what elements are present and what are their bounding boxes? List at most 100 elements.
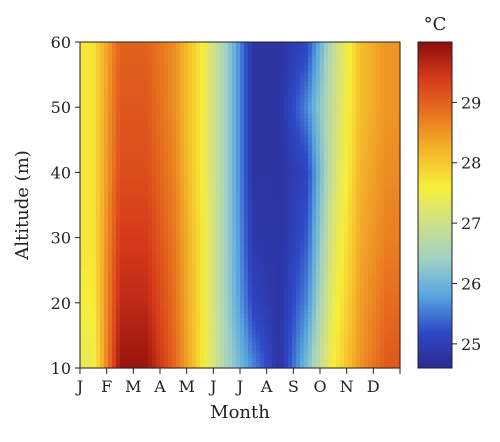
- heatmap-cell: [184, 246, 189, 251]
- heatmap-cell: [224, 42, 229, 47]
- heatmap-cell: [180, 154, 185, 159]
- heatmap-cell: [116, 130, 121, 135]
- heatmap-cell: [108, 242, 113, 247]
- heatmap-cell: [124, 50, 129, 55]
- heatmap-cell: [296, 226, 301, 231]
- heatmap-cell: [308, 78, 313, 83]
- heatmap-cell: [388, 66, 393, 71]
- heatmap-cell: [212, 82, 217, 87]
- heatmap-cell: [140, 66, 145, 71]
- heatmap-cell: [104, 114, 109, 119]
- heatmap-cell: [360, 86, 365, 91]
- heatmap-cell: [196, 114, 201, 119]
- heatmap-cell: [260, 238, 265, 243]
- heatmap-cell: [344, 222, 349, 227]
- heatmap-cell: [88, 130, 93, 135]
- heatmap-cell: [224, 106, 229, 111]
- heatmap-cell: [352, 54, 357, 59]
- heatmap-cell: [324, 210, 329, 215]
- heatmap-cell: [164, 138, 169, 143]
- heatmap-cell: [244, 186, 249, 191]
- heatmap-cell: [296, 62, 301, 67]
- heatmap-cell: [344, 138, 349, 143]
- heatmap-cell: [116, 266, 121, 271]
- heatmap-cell: [264, 258, 269, 263]
- heatmap-cell: [216, 226, 221, 231]
- heatmap-cell: [184, 186, 189, 191]
- heatmap-cell: [208, 194, 213, 199]
- heatmap-cell: [112, 198, 117, 203]
- heatmap-cell: [260, 102, 265, 107]
- heatmap-cell: [288, 118, 293, 123]
- heatmap-cell: [320, 90, 325, 95]
- heatmap-cell: [172, 170, 177, 175]
- heatmap-cell: [260, 130, 265, 135]
- heatmap-cell: [260, 94, 265, 99]
- heatmap-cell: [332, 230, 337, 235]
- heatmap-cell: [312, 270, 317, 275]
- heatmap-cell: [292, 230, 297, 235]
- heatmap-cell: [80, 58, 85, 63]
- heatmap-cell: [336, 254, 341, 259]
- heatmap-cell: [272, 254, 277, 259]
- heatmap-cell: [384, 150, 389, 155]
- heatmap-cell: [348, 194, 353, 199]
- heatmap-cell: [188, 114, 193, 119]
- heatmap-cell: [240, 126, 245, 131]
- heatmap-cell: [92, 238, 97, 243]
- heatmap-cell: [316, 130, 321, 135]
- heatmap-cell: [144, 146, 149, 151]
- heatmap-cell: [236, 166, 241, 171]
- heatmap-cell: [340, 126, 345, 131]
- heatmap-cell: [212, 150, 217, 155]
- heatmap-cell: [180, 282, 185, 287]
- heatmap-cell: [160, 50, 165, 55]
- heatmap-cell: [352, 218, 357, 223]
- heatmap-cell: [244, 66, 249, 71]
- heatmap-cell: [284, 126, 289, 131]
- heatmap-cell: [184, 134, 189, 139]
- heatmap-cell: [308, 86, 313, 91]
- heatmap-cell: [204, 54, 209, 59]
- heatmap-cell: [160, 94, 165, 99]
- heatmap-cell: [312, 174, 317, 179]
- heatmap-cell: [224, 126, 229, 131]
- heatmap-cell: [388, 278, 393, 283]
- heatmap-cell: [136, 86, 141, 91]
- heatmap-cell: [360, 186, 365, 191]
- heatmap-cell: [192, 182, 197, 187]
- heatmap-cell: [244, 110, 249, 115]
- heatmap-cell: [184, 210, 189, 215]
- heatmap-cell: [236, 102, 241, 107]
- heatmap-cell: [268, 270, 273, 275]
- heatmap-cell: [84, 170, 89, 175]
- heatmap-cell: [188, 98, 193, 103]
- heatmap-cell: [308, 114, 313, 119]
- heatmap-cell: [180, 286, 185, 291]
- heatmap-cell: [300, 42, 305, 47]
- heatmap-cell: [216, 290, 221, 295]
- heatmap-cell: [256, 266, 261, 271]
- heatmap-cell: [180, 214, 185, 219]
- heatmap-cell: [272, 190, 277, 195]
- heatmap-cell: [208, 90, 213, 95]
- heatmap-cell: [240, 54, 245, 59]
- heatmap-cell: [328, 202, 333, 207]
- heatmap-cell: [116, 110, 121, 115]
- heatmap-cell: [316, 258, 321, 263]
- heatmap-cell: [220, 226, 225, 231]
- heatmap-cell: [292, 98, 297, 103]
- heatmap-cell: [168, 230, 173, 235]
- heatmap-cell: [108, 238, 113, 243]
- heatmap-cell: [132, 114, 137, 119]
- heatmap-cell: [200, 142, 205, 147]
- heatmap-cell: [272, 154, 277, 159]
- heatmap-cell: [136, 110, 141, 115]
- heatmap-cell: [188, 206, 193, 211]
- heatmap-cell: [212, 158, 217, 163]
- heatmap-cell: [320, 202, 325, 207]
- heatmap-cell: [276, 70, 281, 75]
- heatmap-cell: [184, 42, 189, 47]
- heatmap-cell: [100, 122, 105, 127]
- heatmap-cell: [168, 146, 173, 151]
